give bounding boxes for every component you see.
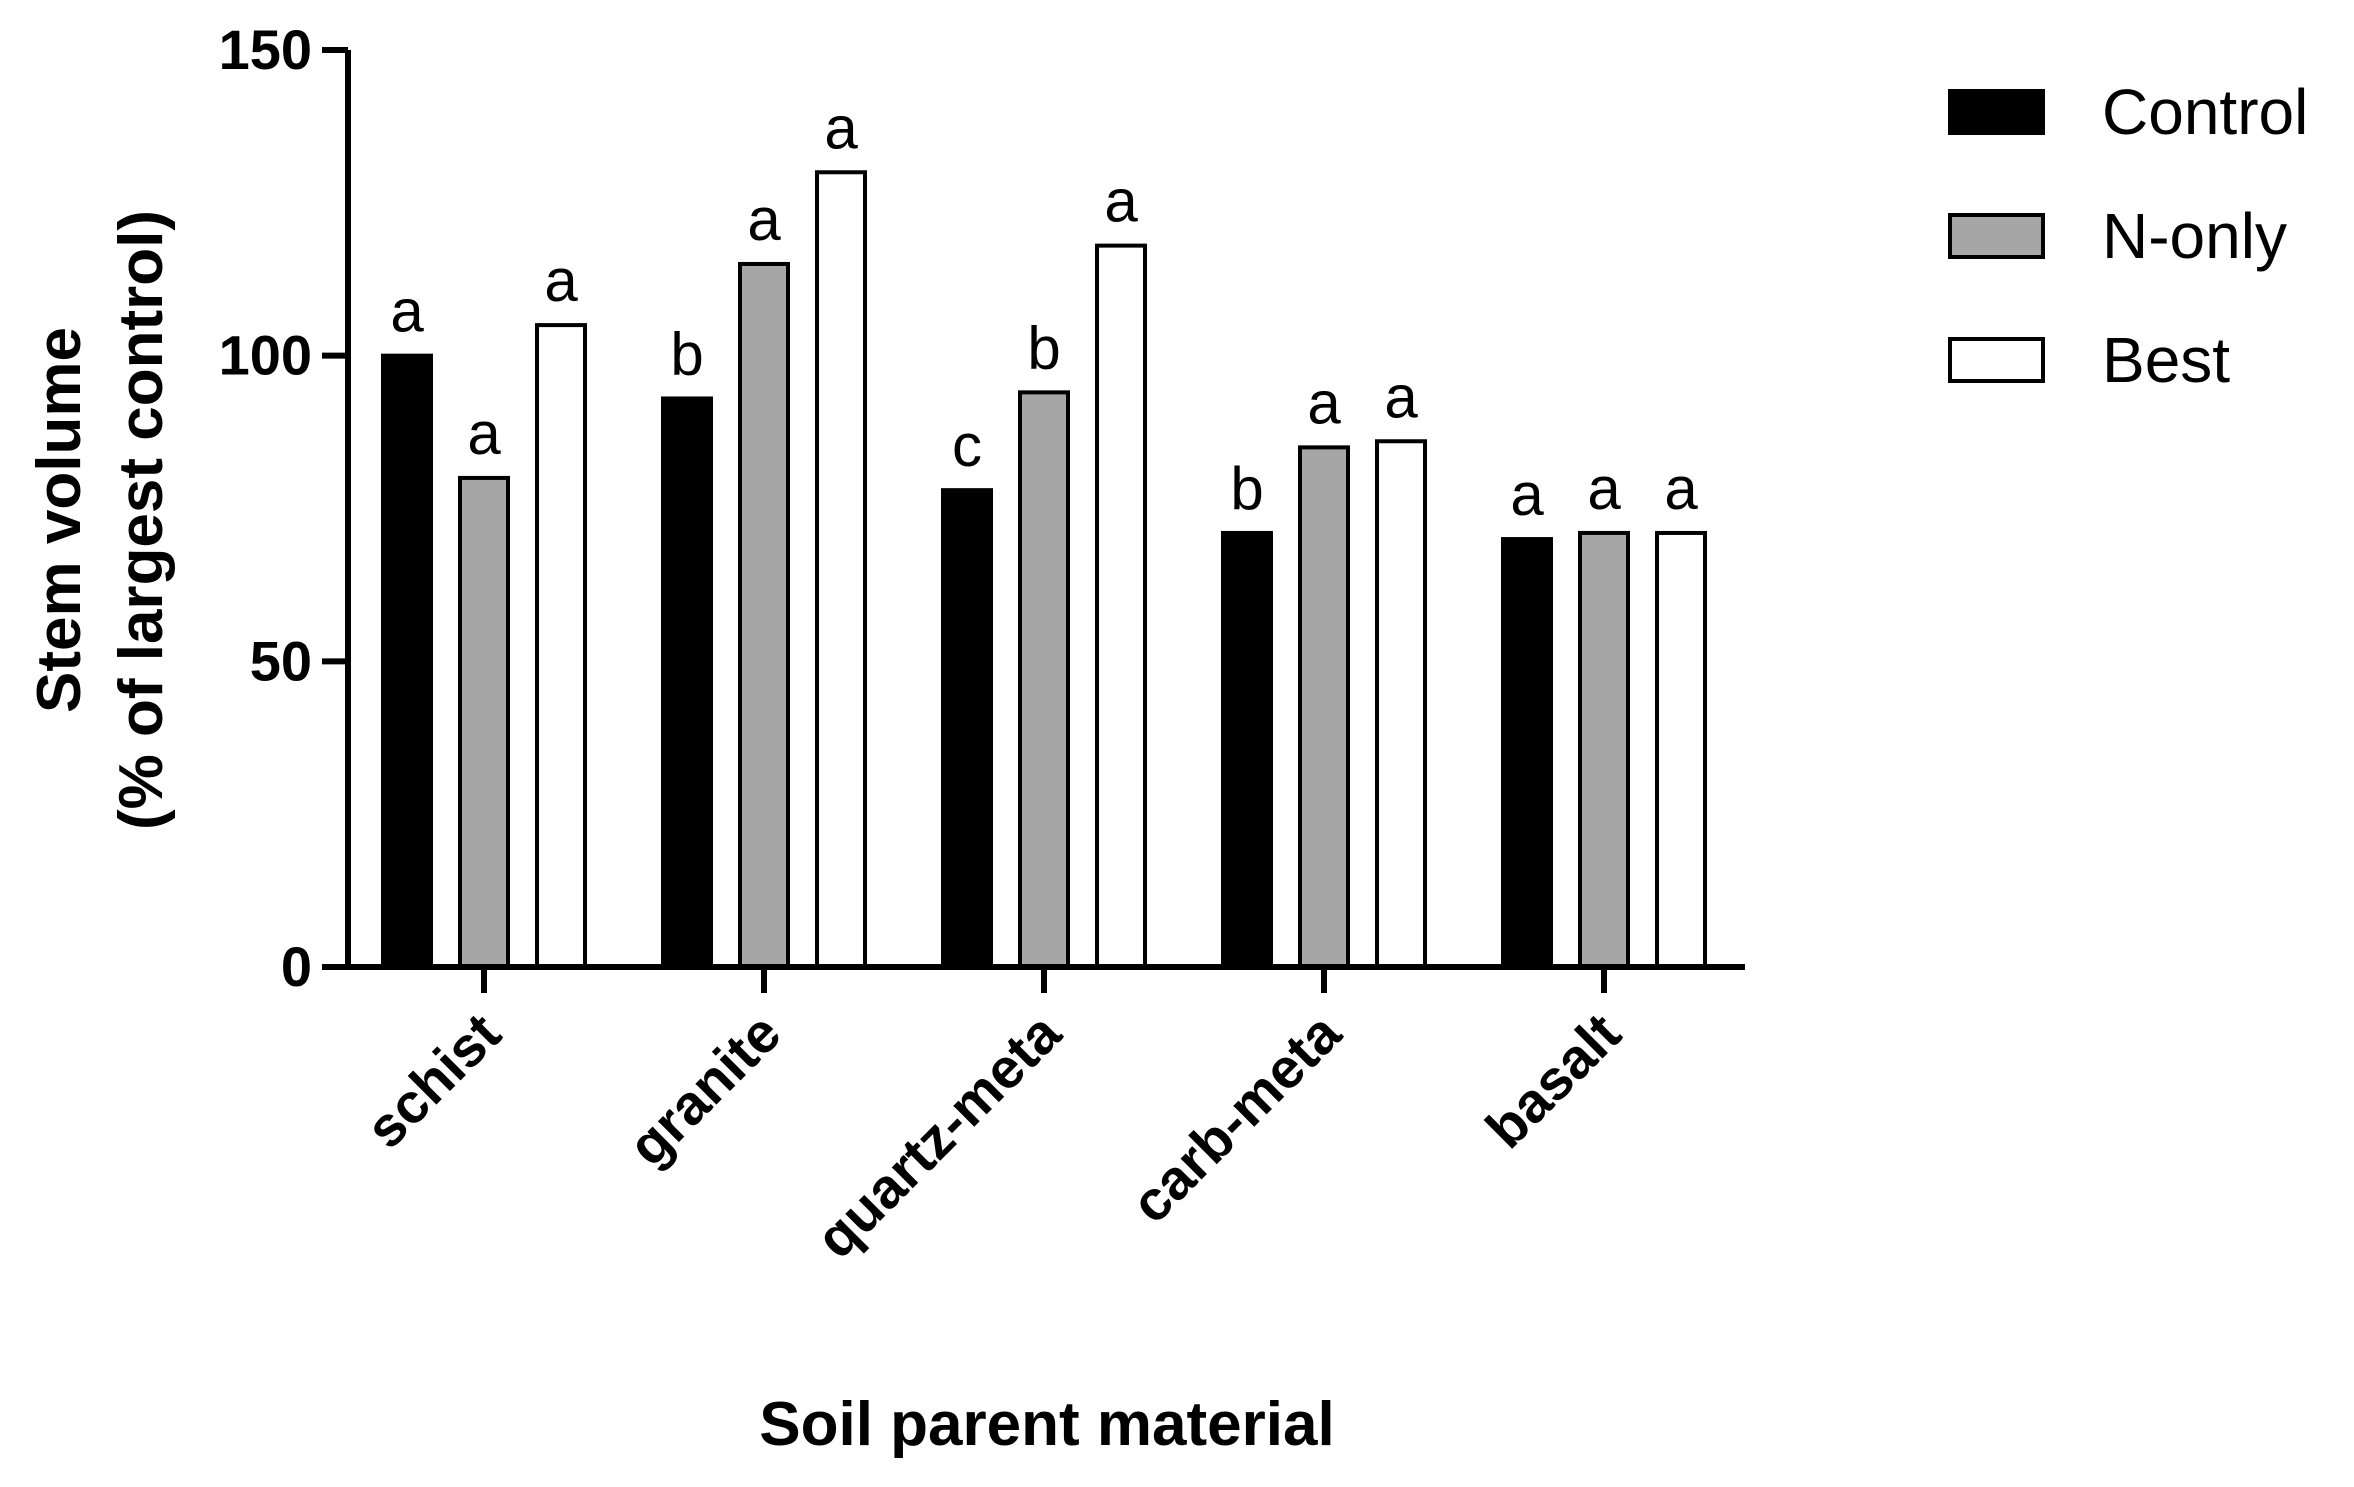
significance-label: a [1664,455,1698,522]
y-tick-label: 50 [250,629,312,692]
significance-label: b [670,320,703,387]
x-tick-label-quartz-meta: quartz-meta [804,1000,1074,1270]
bar-schist-control [381,353,433,969]
bar-carb-meta-n-only [1298,445,1350,970]
legend: Control N-only Best [1948,76,2308,396]
bar-quartz-meta-n-only [1018,390,1070,969]
x-tick-label-basalt: basalt [1473,1001,1632,1160]
significance-label: a [1307,369,1341,436]
bar-quartz-meta-control [941,488,993,969]
significance-label: a [390,278,424,345]
significance-label: b [1230,455,1263,522]
bar-basalt-control [1501,537,1553,969]
legend-label: N-only [2102,200,2287,272]
x-tick-label-carb-meta: carb-meta [1119,1000,1353,1234]
significance-label: a [1104,168,1138,235]
significance-label: c [952,412,982,479]
legend-swatch-control [1948,89,2045,135]
bar-carb-meta-control [1221,530,1273,969]
legend-swatch-best [1948,337,2045,383]
significance-label: b [1027,314,1060,381]
x-tick-label-schist: schist [353,1001,512,1160]
y-tick-label: 0 [281,935,312,998]
bar-granite-best [815,170,867,969]
x-tick-label-granite: granite [616,1001,793,1178]
legend-label: Best [2102,324,2230,396]
bar-granite-control [661,396,713,969]
y-tick-label: 100 [219,324,312,387]
significance-label: a [1587,455,1621,522]
significance-label: a [747,186,781,253]
bar-quartz-meta-best [1095,243,1147,970]
significance-label: a [824,94,858,161]
x-axis-title: Soil parent material [759,1390,1334,1459]
legend-label: Control [2102,76,2308,148]
significance-label: a [1510,461,1544,528]
bar-basalt-best [1655,530,1707,969]
y-axis-title-line1: Stem volume [25,327,94,713]
significance-label: a [1384,363,1418,430]
bar-basalt-n-only [1578,530,1630,969]
y-tick-label: 150 [219,18,312,81]
bar-granite-n-only [738,261,790,969]
bar-schist-n-only [458,475,510,969]
bar-carb-meta-best [1375,439,1427,969]
legend-swatch-n-only [1948,213,2045,259]
significance-label: a [544,247,578,314]
y-axis-title: Stem volume (% of largest control) [25,210,176,830]
significance-label: a [467,400,501,467]
y-axis-title-line2: (% of largest control) [107,210,176,830]
bar-schist-best [535,323,587,970]
